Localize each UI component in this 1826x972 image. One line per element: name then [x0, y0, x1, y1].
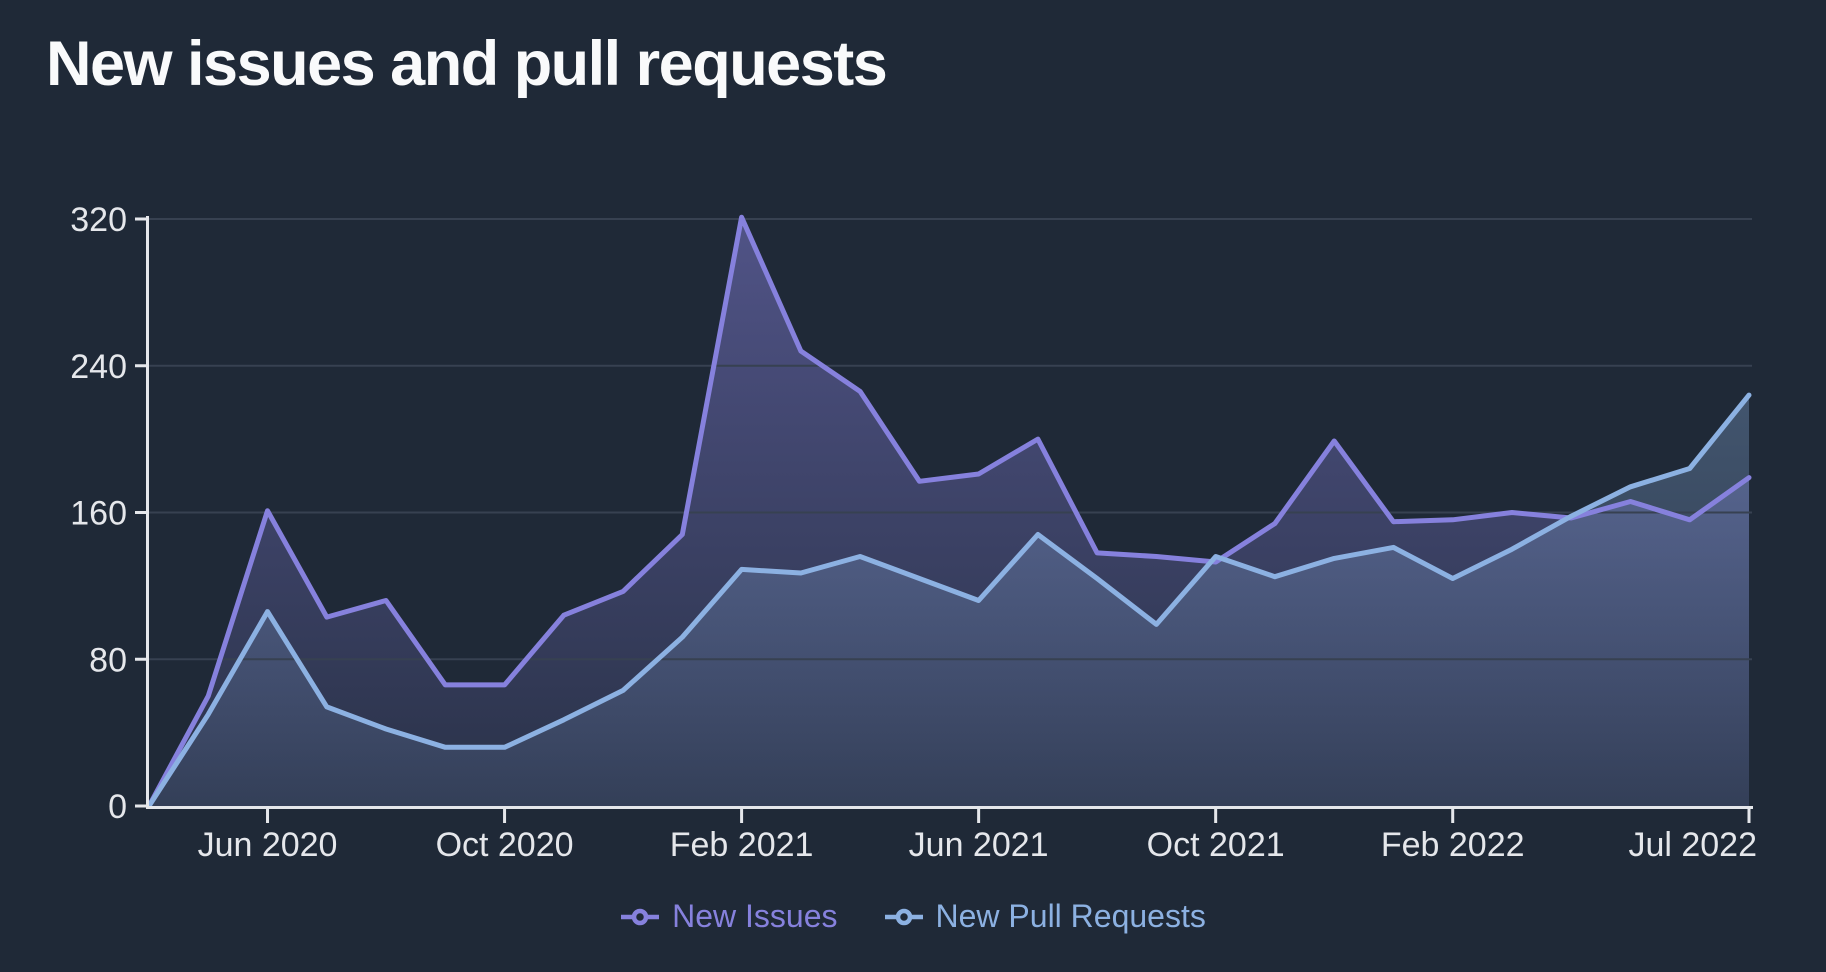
x-tick-label-6: Jul 2022 [1628, 826, 1757, 864]
x-tick-label-0: Jun 2020 [198, 826, 338, 864]
legend-item-new-issues[interactable]: New Issues [620, 898, 838, 935]
series-line-new-issues [146, 214, 1752, 809]
x-tick-label-5: Feb 2022 [1381, 826, 1525, 864]
x-tick-label-1: Oct 2020 [436, 826, 574, 864]
page-title: New issues and pull requests [46, 29, 888, 99]
line-marker-icon [884, 908, 923, 925]
line-marker-icon [621, 908, 660, 925]
y-tick-label-320: 320 [70, 201, 127, 239]
x-tick-label-4: Oct 2021 [1147, 826, 1285, 864]
x-tick-label-3: Jun 2021 [909, 826, 1049, 864]
legend-item-new-pull-requests[interactable]: New Pull Requests [884, 898, 1206, 935]
chart-legend: New Issues New Pull Requests [0, 898, 1826, 935]
y-tick-label-80: 80 [89, 641, 127, 679]
y-tick-label-240: 240 [70, 348, 127, 386]
y-tick-label-160: 160 [70, 495, 127, 533]
x-tick-label-2: Feb 2021 [670, 826, 814, 864]
series-line-new-pull-requests [146, 392, 1752, 809]
y-tick-label-0: 0 [108, 788, 127, 826]
legend-label: New Pull Requests [935, 898, 1206, 934]
area-fill-new-pull-requests [149, 395, 1749, 806]
legend-label: New Issues [672, 898, 838, 934]
